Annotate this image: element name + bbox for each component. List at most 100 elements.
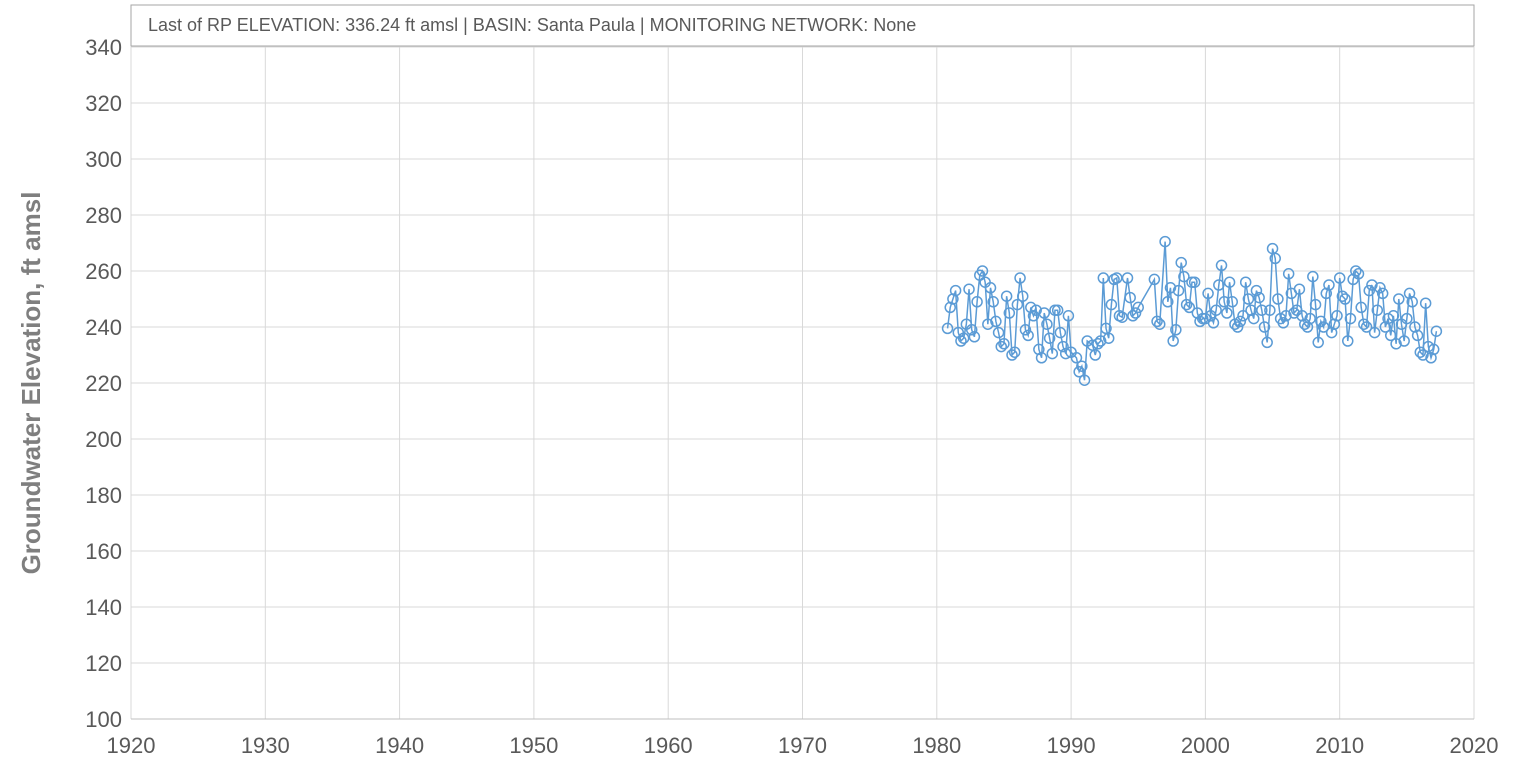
- point: [1261, 336, 1273, 349]
- point: [1210, 304, 1222, 316]
- point: [998, 338, 1010, 350]
- point: [1017, 290, 1029, 302]
- point: [1374, 282, 1386, 294]
- point: [971, 296, 983, 308]
- point: [1242, 293, 1255, 305]
- point: [1076, 360, 1088, 372]
- point: [1223, 276, 1236, 288]
- point: [1309, 298, 1322, 311]
- point: [1231, 321, 1244, 333]
- point: [1229, 318, 1241, 330]
- point: [1419, 297, 1432, 309]
- y-tick-label: 200: [85, 427, 122, 452]
- point: [1043, 332, 1056, 344]
- x-tick-label: 1920: [107, 733, 156, 758]
- point: [1059, 347, 1072, 360]
- point: [1406, 296, 1418, 308]
- point: [1288, 307, 1300, 319]
- point: [1172, 284, 1185, 297]
- point: [1162, 296, 1174, 308]
- point: [1038, 307, 1050, 319]
- point: [1280, 310, 1292, 322]
- point: [949, 284, 962, 297]
- point: [1336, 290, 1349, 302]
- y-tick-label: 320: [85, 91, 122, 116]
- point: [1344, 312, 1357, 325]
- point: [1167, 335, 1179, 347]
- point: [1355, 301, 1367, 314]
- point: [1414, 346, 1427, 358]
- point: [1427, 343, 1440, 356]
- x-tick-label: 2010: [1315, 733, 1364, 758]
- point: [1057, 340, 1069, 353]
- point: [1170, 324, 1182, 336]
- point: [1315, 315, 1327, 328]
- point: [1258, 321, 1271, 333]
- point: [1401, 312, 1413, 325]
- y-axis-label: Groundwater Elevation, ft amsl: [16, 192, 46, 575]
- point: [1360, 321, 1373, 333]
- point: [1019, 324, 1032, 336]
- point: [963, 283, 975, 295]
- point: [1097, 272, 1110, 284]
- point: [1089, 349, 1102, 361]
- point: [1253, 291, 1265, 304]
- point: [1159, 235, 1171, 248]
- point: [1092, 338, 1104, 350]
- point: [1342, 335, 1354, 347]
- x-tick-label: 1950: [509, 733, 558, 758]
- point: [955, 335, 967, 347]
- point: [1127, 310, 1139, 322]
- point: [1218, 296, 1230, 308]
- point: [1051, 304, 1064, 316]
- point: [1312, 336, 1324, 349]
- point: [1350, 265, 1362, 277]
- point: [1417, 349, 1429, 361]
- point: [1430, 325, 1443, 337]
- point: [1376, 287, 1389, 300]
- point: [1234, 315, 1247, 328]
- y-tick-label: 300: [85, 147, 122, 172]
- point: [1237, 310, 1249, 322]
- point: [1339, 293, 1351, 305]
- point: [1269, 252, 1281, 265]
- y-tick-label: 260: [85, 259, 122, 284]
- point: [1221, 307, 1233, 319]
- point: [1264, 304, 1276, 316]
- point: [1371, 304, 1384, 316]
- point: [1256, 304, 1268, 316]
- y-tick-label: 220: [85, 371, 122, 396]
- point: [1226, 296, 1239, 308]
- annotation-box: [130, 4, 1475, 47]
- x-tick-label: 1960: [644, 733, 693, 758]
- point: [1398, 335, 1410, 347]
- y-tick-label: 100: [85, 707, 122, 732]
- point: [1293, 283, 1306, 295]
- point: [1358, 318, 1370, 330]
- point: [957, 332, 970, 344]
- point: [990, 315, 1002, 328]
- point: [1014, 272, 1026, 284]
- x-tick-label: 1940: [375, 733, 424, 758]
- point: [1035, 352, 1048, 364]
- x-tick-label: 2020: [1450, 733, 1499, 758]
- point: [1422, 340, 1435, 353]
- point: [1008, 346, 1021, 358]
- y-tick-label: 160: [85, 539, 122, 564]
- y-tick-label: 340: [85, 35, 122, 60]
- point: [1352, 268, 1365, 280]
- point: [1178, 270, 1190, 283]
- point: [1027, 310, 1040, 322]
- point: [1384, 329, 1397, 342]
- point: [1387, 310, 1400, 322]
- point: [1175, 256, 1187, 269]
- point: [1213, 279, 1225, 291]
- point: [1129, 307, 1142, 319]
- point: [1153, 318, 1166, 330]
- x-tick-label: 1990: [1047, 733, 1096, 758]
- point: [984, 282, 997, 294]
- point: [1390, 338, 1402, 350]
- point: [976, 265, 989, 277]
- y-tick-label: 180: [85, 483, 122, 508]
